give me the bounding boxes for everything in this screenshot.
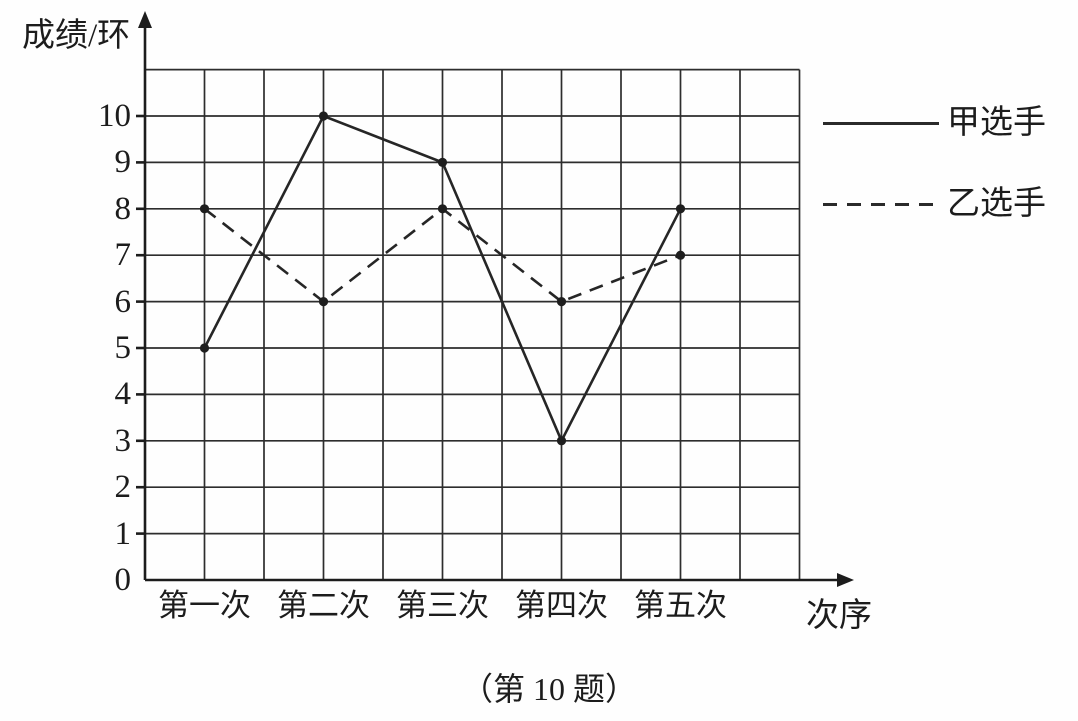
y-tick-label: 4 [114,376,132,413]
y-tick-label: 8 [114,190,132,227]
data-point [675,250,686,260]
data-point [556,436,567,446]
y-tick-label: 3 [114,422,132,459]
x-tick-label: 第三次 [396,588,489,623]
y-axis-title: 成绩/环 [22,18,131,54]
data-point [318,111,329,121]
y-tick-label: 10 [98,98,131,134]
data-point [556,297,567,307]
legend-label: 甲选手 [947,105,1046,141]
data-point [318,297,329,307]
x-axis-title: 次序 [806,598,872,634]
legend-label: 乙选手 [947,186,1046,222]
solid-line-sample [823,122,939,125]
y-tick-label: 9 [114,144,132,181]
data-point [199,204,210,214]
data-point [437,204,448,214]
y-tick-label: 2 [114,469,132,506]
y-tick-label: 6 [114,283,132,320]
y-tick-label: 5 [114,330,132,366]
x-tick-label: 第四次 [515,588,608,623]
data-point [199,343,210,353]
figure-caption: （第 10 题） [460,671,637,707]
x-tick-label: 第五次 [634,588,727,623]
dashed-line-sample [823,203,939,206]
y-tick-label: 1 [114,515,132,552]
x-tick-label: 第一次 [158,588,251,623]
x-tick-label: 第二次 [277,588,370,623]
y-tick-label: 7 [114,237,132,274]
data-point [437,157,448,167]
data-point [675,204,686,214]
y-tick-label: 0 [114,562,132,598]
